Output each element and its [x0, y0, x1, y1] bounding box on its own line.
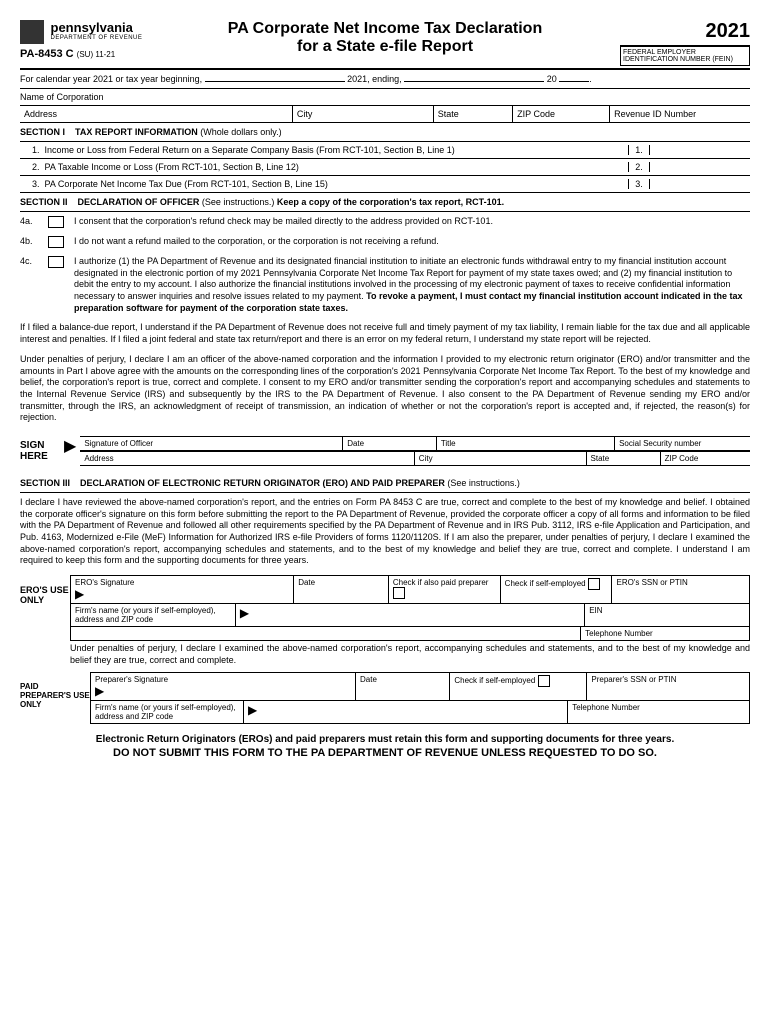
ero-ein-field[interactable]: EIN [585, 604, 749, 626]
address-row: Address City State ZIP Code Revenue ID N… [20, 106, 750, 123]
arrow-icon: ▶ [240, 606, 249, 620]
sign-city-field[interactable]: City [415, 452, 587, 465]
logo-block: pennsylvania DEPARTMENT OF REVENUE PA-84… [20, 20, 150, 60]
line-1-value[interactable] [650, 145, 750, 155]
section-1-header: SECTION I TAX REPORT INFORMATION (Whole … [20, 123, 750, 142]
ero-ssn-field[interactable]: ERO's SSN or PTIN [612, 576, 749, 603]
zip-field[interactable]: ZIP Code [513, 106, 610, 122]
ero-date-field[interactable]: Date [294, 576, 389, 603]
prep-phone-field[interactable]: Telephone Number [568, 701, 749, 723]
ero-paid-preparer-check[interactable]: Check if also paid preparer [389, 576, 501, 603]
ssn-field[interactable]: Social Security number [615, 437, 750, 450]
form-title: PA Corporate Net Income Tax Declaration … [150, 20, 620, 56]
dept-name: DEPARTMENT OF REVENUE [51, 35, 143, 41]
calendar-year-line: For calendar year 2021 or tax year begin… [20, 70, 750, 89]
form-number: PA-8453 C (SU) 11-21 [20, 48, 150, 60]
arrow-icon: ▶ [248, 703, 257, 717]
fein-label: FEDERAL EMPLOYER IDENTIFICATION NUMBER (… [620, 47, 750, 66]
item-4b: 4b. I do not want a refund mailed to the… [20, 232, 750, 252]
officer-signature-field[interactable]: Signature of Officer [80, 437, 343, 450]
prep-firm-label: Firm's name (or yours if self-employed),… [91, 701, 244, 723]
section-3-header: SECTION III DECLARATION OF ELECTRONIC RE… [20, 474, 750, 493]
arrow-icon: ▶ [75, 587, 84, 601]
ero-firm-field[interactable] [265, 604, 586, 626]
revenue-id-field[interactable]: Revenue ID Number [610, 106, 750, 122]
tax-year: 2021 [620, 20, 750, 47]
sign-state-field[interactable]: State [587, 452, 661, 465]
ero-block: ERO'S USE ONLY ERO's Signature▶ Date Che… [20, 575, 750, 641]
year-end-field[interactable] [404, 81, 544, 82]
sign-zip-field[interactable]: ZIP Code [661, 452, 750, 465]
line-3: 3. PA Corporate Net Income Tax Due (From… [20, 176, 750, 193]
sign-date-field[interactable]: Date [343, 437, 437, 450]
sign-address-field[interactable]: Address [80, 452, 414, 465]
footer: Electronic Return Originators (EROs) and… [20, 734, 750, 759]
line-2: 2. PA Taxable Income or Loss (From RCT-1… [20, 159, 750, 176]
line-3-value[interactable] [650, 179, 750, 189]
ero-label: ERO'S USE ONLY [20, 575, 70, 641]
year-block: 2021 FEDERAL EMPLOYER IDENTIFICATION NUM… [620, 20, 750, 66]
section-2-header: SECTION II DECLARATION OF OFFICER (See i… [20, 193, 750, 212]
footer-line-1: Electronic Return Originators (EROs) and… [20, 734, 750, 745]
ero-self-employed-check[interactable]: Check if self-employed [501, 576, 613, 603]
corp-name-field[interactable]: Name of Corporation [20, 89, 750, 106]
sign-here-block: SIGN HERE ▶ Signature of Officer Date Ti… [20, 436, 750, 466]
year-end-yy-field[interactable] [559, 81, 589, 82]
pa-logo-icon [20, 20, 44, 44]
prep-firm-field[interactable] [271, 701, 568, 723]
checkbox-4c[interactable] [48, 256, 64, 268]
prep-ssn-field[interactable]: Preparer's SSN or PTIN [587, 673, 749, 700]
preparer-block: PAID PREPARER'S USE ONLY Preparer's Sign… [20, 672, 750, 724]
form-header: pennsylvania DEPARTMENT OF REVENUE PA-84… [20, 20, 750, 70]
ero-signature-field[interactable]: ERO's Signature▶ [71, 576, 294, 603]
arrow-icon: ▶ [95, 684, 104, 698]
item-4a: 4a. I consent that the corporation's ref… [20, 212, 750, 232]
address-field[interactable]: Address [20, 106, 293, 122]
line-2-value[interactable] [650, 162, 750, 172]
prep-self-employed-check[interactable]: Check if self-employed [450, 673, 587, 700]
prep-signature-field[interactable]: Preparer's Signature▶ [91, 673, 356, 700]
ero-phone-field[interactable]: Telephone Number [580, 627, 749, 640]
checkbox-4b[interactable] [48, 236, 64, 248]
perjury-para: Under penalties of perjury, I declare I … [20, 350, 750, 428]
item-4c: 4c. I authorize (1) the PA Department of… [20, 252, 750, 318]
balance-due-para: If I filed a balance-due report, I under… [20, 318, 750, 349]
line-1: 1. Income or Loss from Federal Return on… [20, 142, 750, 159]
footer-line-2: DO NOT SUBMIT THIS FORM TO THE PA DEPART… [20, 747, 750, 759]
city-field[interactable]: City [293, 106, 434, 122]
ero-firm-label: Firm's name (or yours if self-employed),… [71, 604, 236, 626]
ero-perjury: Under penalties of perjury, I declare I … [20, 641, 750, 668]
arrow-icon: ▶ [60, 436, 80, 466]
prep-date-field[interactable]: Date [356, 673, 450, 700]
state-name: pennsylvania [51, 20, 143, 35]
preparer-label: PAID PREPARER'S USE ONLY [20, 672, 90, 724]
checkbox-4a[interactable] [48, 216, 64, 228]
title-field[interactable]: Title [437, 437, 615, 450]
state-field[interactable]: State [434, 106, 513, 122]
year-begin-field[interactable] [205, 81, 345, 82]
section-3-para: I declare I have reviewed the above-name… [20, 493, 750, 571]
